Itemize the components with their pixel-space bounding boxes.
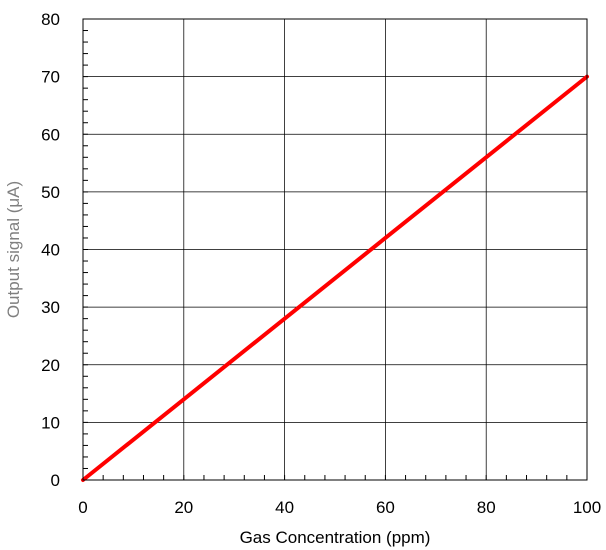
x-tick-label: 40	[275, 498, 294, 517]
x-tick-label: 100	[573, 498, 601, 517]
y-tick-label: 30	[41, 298, 60, 317]
x-axis-title: Gas Concentration (ppm)	[240, 528, 431, 547]
series-line	[81, 74, 589, 482]
plot-frame	[82, 18, 588, 481]
y-tick-label: 50	[41, 183, 60, 202]
x-tick-label: 0	[78, 498, 87, 517]
y-tick-label: 60	[41, 125, 60, 144]
y-tick-labels: 0 10 20 30 40 50 60 70 80	[41, 10, 60, 490]
y-tick-label: 0	[51, 471, 60, 490]
grid	[83, 19, 587, 480]
x-tick-label: 20	[174, 498, 193, 517]
y-tick-label: 20	[41, 356, 60, 375]
x-tick-label: 80	[477, 498, 496, 517]
x-tick-label: 60	[376, 498, 395, 517]
y-axis-title: Output signal (μA)	[4, 181, 23, 318]
y-tick-label: 10	[41, 413, 60, 432]
series-layer	[81, 74, 589, 482]
y-tick-label: 70	[41, 68, 60, 87]
x-tick-labels: 0 20 40 60 80 100	[78, 498, 601, 517]
y-tick-label: 80	[41, 10, 60, 29]
y-tick-label: 40	[41, 241, 60, 260]
